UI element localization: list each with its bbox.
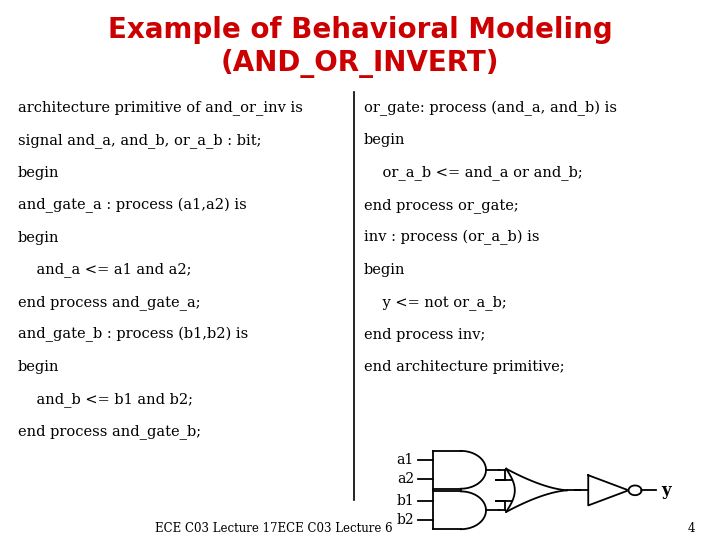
Text: end process and_gate_b;: end process and_gate_b; xyxy=(18,424,201,440)
Text: begin: begin xyxy=(364,133,405,147)
Text: b2: b2 xyxy=(397,513,414,526)
Text: begin: begin xyxy=(18,360,60,374)
Text: (AND_OR_INVERT): (AND_OR_INVERT) xyxy=(221,49,499,78)
Text: and_a <= a1 and a2;: and_a <= a1 and a2; xyxy=(18,262,192,278)
Text: or_a_b <= and_a or and_b;: or_a_b <= and_a or and_b; xyxy=(364,165,582,180)
Text: end architecture primitive;: end architecture primitive; xyxy=(364,360,564,374)
Text: a2: a2 xyxy=(397,472,414,486)
Text: begin: begin xyxy=(18,231,60,245)
Text: end process or_gate;: end process or_gate; xyxy=(364,198,518,213)
Text: and_b <= b1 and b2;: and_b <= b1 and b2; xyxy=(18,392,193,407)
Text: architecture primitive of and_or_inv is: architecture primitive of and_or_inv is xyxy=(18,100,303,116)
Text: begin: begin xyxy=(364,263,405,277)
Text: begin: begin xyxy=(18,166,60,180)
Text: end process inv;: end process inv; xyxy=(364,328,485,342)
Text: 4: 4 xyxy=(688,522,695,535)
Text: and_gate_a : process (a1,a2) is: and_gate_a : process (a1,a2) is xyxy=(18,198,247,213)
Text: y: y xyxy=(662,482,671,499)
Polygon shape xyxy=(629,485,642,495)
Text: Example of Behavioral Modeling: Example of Behavioral Modeling xyxy=(107,16,613,44)
Text: end process and_gate_a;: end process and_gate_a; xyxy=(18,295,201,310)
Text: signal and_a, and_b, or_a_b : bit;: signal and_a, and_b, or_a_b : bit; xyxy=(18,133,261,148)
Text: inv : process (or_a_b) is: inv : process (or_a_b) is xyxy=(364,230,539,245)
Text: and_gate_b : process (b1,b2) is: and_gate_b : process (b1,b2) is xyxy=(18,327,248,342)
Text: ECE C03 Lecture 17ECE C03 Lecture 6: ECE C03 Lecture 17ECE C03 Lecture 6 xyxy=(155,522,392,535)
Text: a1: a1 xyxy=(397,454,414,467)
Text: b1: b1 xyxy=(396,494,414,508)
Text: y <= not or_a_b;: y <= not or_a_b; xyxy=(364,295,506,310)
Text: or_gate: process (and_a, and_b) is: or_gate: process (and_a, and_b) is xyxy=(364,100,616,116)
